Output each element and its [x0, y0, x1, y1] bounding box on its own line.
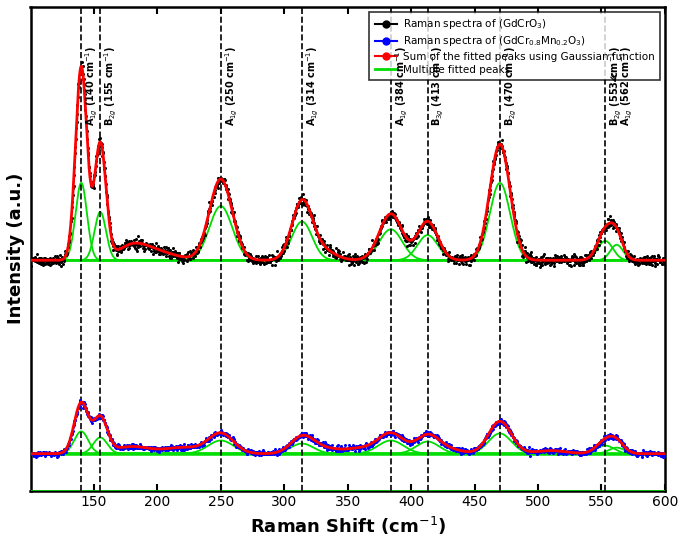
Text: B$_{2g}$ (470 cm$^{-1}$): B$_{2g}$ (470 cm$^{-1}$): [503, 46, 519, 126]
Text: B$_{3g}$ (413 cm$^{-1}$): B$_{3g}$ (413 cm$^{-1}$): [430, 46, 447, 126]
Text: B$_{2g}$ (155 cm$^{-1}$): B$_{2g}$ (155 cm$^{-1}$): [103, 46, 119, 126]
Text: A$_{1g}$ (384 cm$^{-1}$): A$_{1g}$ (384 cm$^{-1}$): [393, 46, 410, 126]
Text: A$_{1g}$ (314 cm$^{-1}$): A$_{1g}$ (314 cm$^{-1}$): [305, 46, 321, 126]
Text: A$_{1g}$ (140 cm$^{-1}$): A$_{1g}$ (140 cm$^{-1}$): [84, 46, 100, 126]
Y-axis label: Intensity (a.u.): Intensity (a.u.): [7, 173, 25, 324]
Text: A$_{1g}$ (562 cm$^{-1}$): A$_{1g}$ (562 cm$^{-1}$): [619, 46, 636, 126]
Text: A$_{1g}$ (250 cm$^{-1}$): A$_{1g}$ (250 cm$^{-1}$): [223, 46, 240, 126]
Legend: Raman spectra of (GdCrO$_3$), Raman spectra of (GdCr$_{0.8}$Mn$_{0.2}$O$_3$), Su: Raman spectra of (GdCrO$_3$), Raman spec…: [369, 12, 660, 80]
X-axis label: Raman Shift (cm$^{-1}$): Raman Shift (cm$^{-1}$): [249, 515, 446, 537]
Text: B$_{2g}$ (553 cm$^{-1}$): B$_{2g}$ (553 cm$^{-1}$): [608, 46, 624, 126]
